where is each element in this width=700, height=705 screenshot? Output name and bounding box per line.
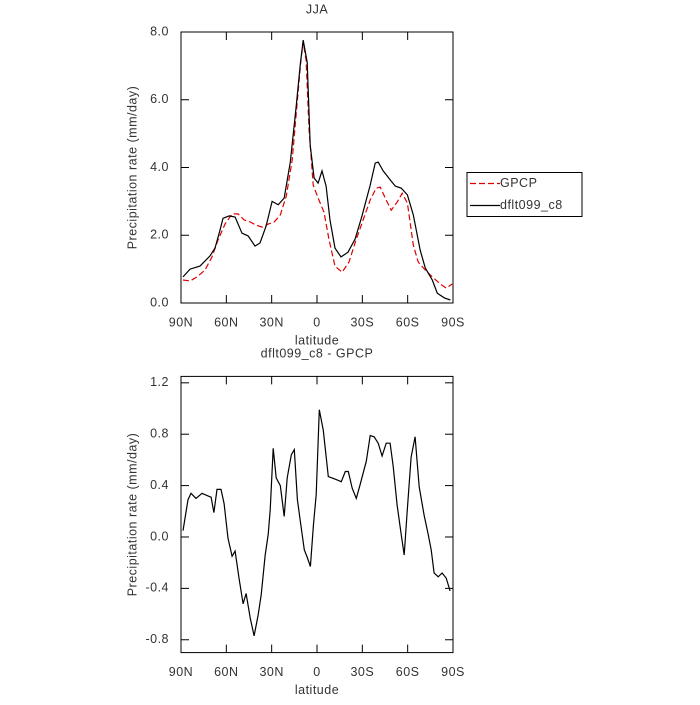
legend-label: dflt099_c8: [500, 198, 563, 212]
y-tick-label: -0.8: [145, 632, 169, 646]
x-tick-label: 90S: [441, 315, 465, 329]
y-tick-label: -0.4: [145, 581, 169, 595]
y-axis-label: Precipitation rate (mm/day): [125, 433, 139, 597]
y-tick-label: 0.0: [150, 295, 169, 309]
y-tick-label: 0.0: [150, 529, 169, 543]
y-tick-label: 0.4: [150, 478, 169, 492]
y-axis-label: Precipitation rate (mm/day): [125, 86, 139, 250]
x-tick-label: 0: [313, 315, 320, 329]
data-line: [182, 42, 453, 289]
y-tick-label: 4.0: [150, 160, 169, 174]
plot-frame: [180, 31, 454, 304]
y-tick-label: 2.0: [150, 228, 169, 242]
x-axis-label: latitude: [295, 333, 339, 347]
x-tick-label: 90N: [169, 315, 193, 329]
chart-title: dflt099_c8 - GPCP: [261, 347, 374, 361]
legend-box: [466, 172, 583, 217]
x-tick-label: 60S: [396, 315, 420, 329]
y-tick-label: 1.2: [150, 375, 169, 389]
x-tick-label: 0: [313, 665, 320, 679]
y-tick-label: 8.0: [150, 24, 169, 38]
data-line: [182, 39, 451, 301]
x-tick-label: 30N: [259, 665, 283, 679]
x-tick-label: 90S: [441, 665, 465, 679]
legend-label: GPCP: [500, 176, 537, 190]
data-line: [182, 409, 451, 637]
x-tick-label: 90N: [169, 665, 193, 679]
x-tick-label: 60S: [396, 665, 420, 679]
y-tick-label: 6.0: [150, 92, 169, 106]
chart-title: JJA: [306, 2, 329, 16]
x-axis-label: latitude: [295, 683, 339, 697]
x-tick-label: 60N: [214, 665, 238, 679]
x-tick-label: 30S: [350, 315, 374, 329]
x-tick-label: 60N: [214, 315, 238, 329]
x-tick-label: 30N: [259, 315, 283, 329]
x-tick-label: 30S: [350, 665, 374, 679]
plot-frame: [180, 375, 454, 654]
y-tick-label: 0.8: [150, 427, 169, 441]
